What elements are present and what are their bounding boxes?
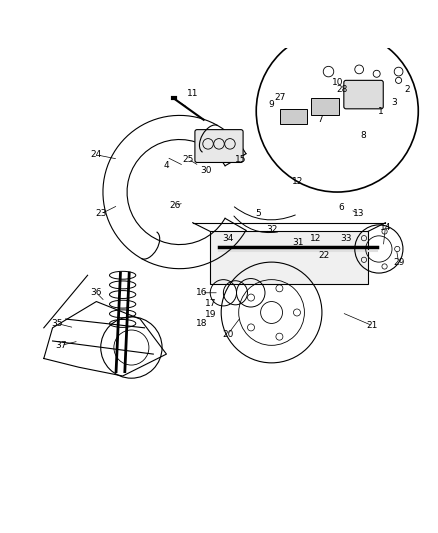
Text: 32: 32 [266,225,277,234]
Text: 3: 3 [391,98,397,107]
Text: 9: 9 [268,100,275,109]
Text: 24: 24 [91,150,102,159]
Text: 21: 21 [367,321,378,330]
Text: 16: 16 [196,288,207,297]
Bar [210,231,368,284]
Text: 14: 14 [380,223,391,231]
Text: 26: 26 [170,201,181,209]
Text: 27: 27 [275,93,286,102]
Text: 8: 8 [360,131,367,140]
Text: 28: 28 [336,85,347,94]
FancyBboxPatch shape [344,80,383,109]
Text: 15: 15 [235,155,247,164]
Text: 10: 10 [332,78,343,87]
Text: 22: 22 [318,251,330,260]
Bar [311,98,339,115]
Text: 6: 6 [339,203,345,212]
Text: 7: 7 [317,115,323,124]
Text: 2: 2 [405,85,410,94]
Text: 20: 20 [222,330,233,339]
Text: 12: 12 [310,233,321,243]
Text: 33: 33 [340,233,352,243]
Text: 37: 37 [56,341,67,350]
Text: 31: 31 [292,238,304,247]
FancyBboxPatch shape [195,130,243,163]
Text: 23: 23 [95,209,106,219]
Text: 17: 17 [205,299,216,308]
Text: 35: 35 [51,319,63,328]
Text: 5: 5 [255,209,261,219]
Text: 34: 34 [222,233,233,243]
Text: 19: 19 [205,310,216,319]
Text: 11: 11 [187,89,198,98]
Text: 30: 30 [200,166,212,175]
Text: 12: 12 [292,176,304,185]
Text: 18: 18 [196,319,207,328]
Text: 36: 36 [91,288,102,297]
Text: 13: 13 [353,209,365,219]
Text: 1: 1 [378,107,384,116]
Text: 4: 4 [164,161,169,170]
Text: 25: 25 [183,155,194,164]
Bar [280,109,307,124]
Text: 29: 29 [393,257,404,266]
